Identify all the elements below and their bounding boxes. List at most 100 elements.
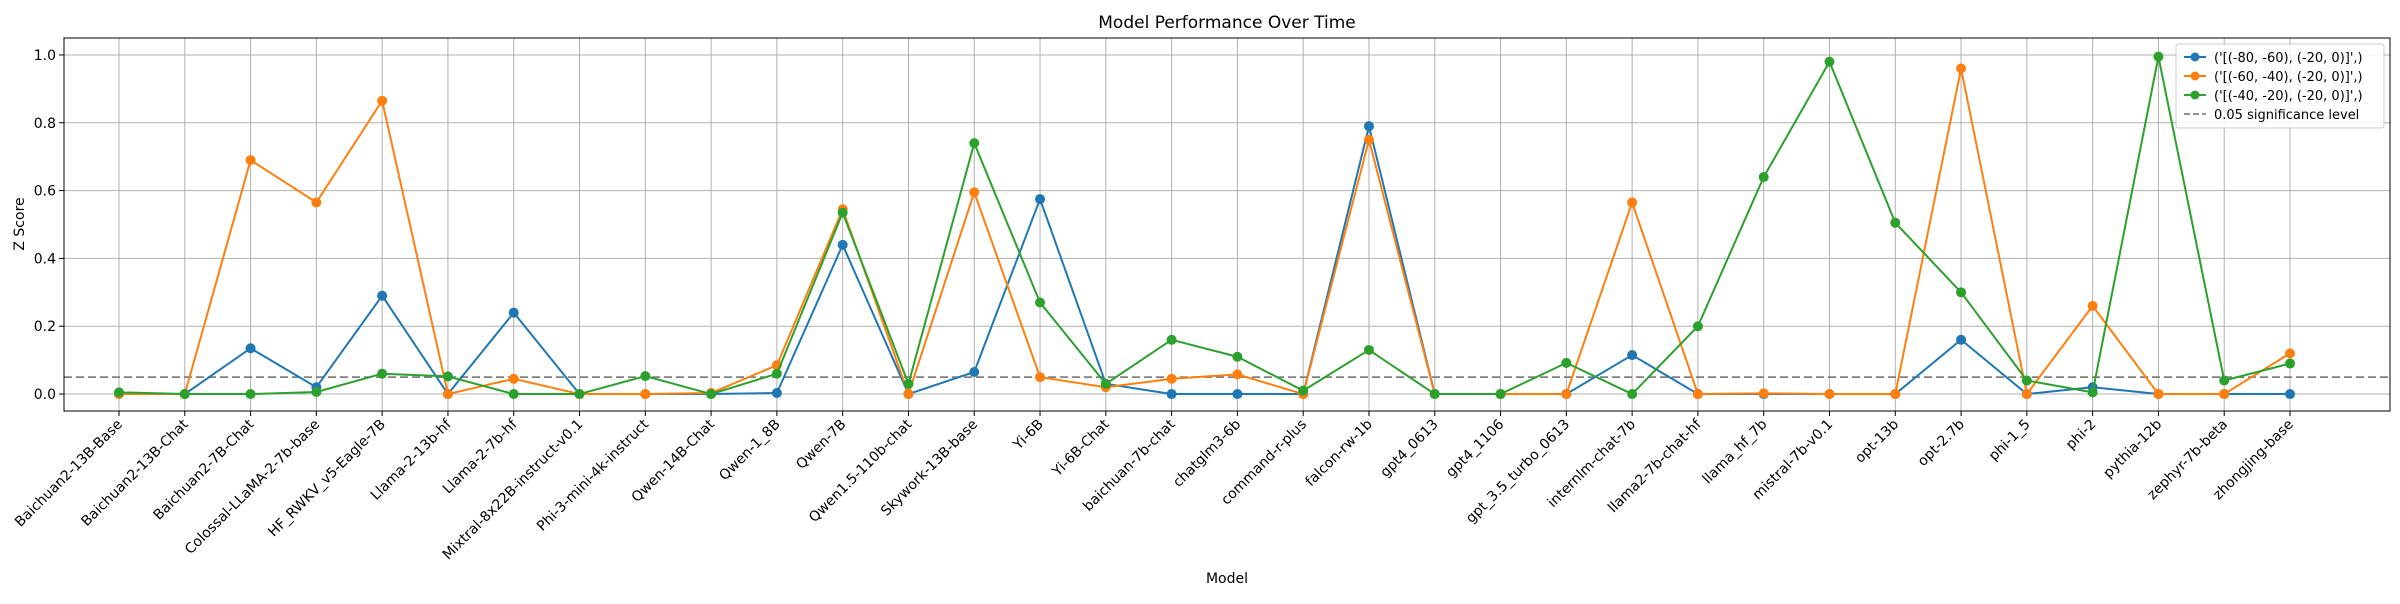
x-tick-label: Yi-6B	[1010, 417, 1047, 454]
x-tick-label: Yi-6B-Chat	[1049, 416, 1113, 480]
data-point	[1166, 334, 1177, 345]
y-axis-label: Z Score	[12, 197, 28, 250]
data-point	[114, 387, 124, 398]
data-point	[2285, 358, 2295, 369]
data-point	[1890, 217, 1901, 228]
data-point	[903, 389, 914, 400]
data-point	[837, 239, 848, 250]
data-point	[2219, 389, 2230, 400]
data-point	[1956, 63, 1967, 74]
legend-label: ('[(-80, -60), (-20, 0)]',)	[2214, 51, 2363, 66]
x-tick-label: falcon-rw-1b	[1303, 416, 1376, 489]
x-tick-label: Baichuan2-13B-Chat	[78, 416, 192, 530]
data-point	[1824, 56, 1835, 67]
data-point	[1035, 372, 1046, 383]
legend-label: ('[(-60, -40), (-20, 0)]',)	[2214, 70, 2363, 85]
data-point	[442, 389, 453, 400]
data-point	[377, 368, 388, 379]
x-axis-label: Model	[1206, 571, 1248, 587]
data-point	[640, 389, 651, 400]
x-axis-ticks: Baichuan2-13B-BaseBaichuan2-13B-ChatBaic…	[12, 411, 2297, 563]
x-tick-label: gpt4_0613	[1377, 417, 1441, 481]
data-point	[1561, 357, 1572, 368]
x-tick-label: phi-2	[2063, 417, 2099, 453]
data-point	[377, 290, 388, 301]
data-point	[2219, 375, 2230, 386]
data-point	[640, 371, 651, 382]
x-tick-label: chatglm3-6b	[1170, 416, 1244, 490]
data-point	[508, 389, 519, 400]
data-point	[1232, 389, 1243, 400]
y-tick-label: 0.4	[34, 251, 56, 267]
y-axis-ticks: 0.0 0.2 0.4 0.6 0.8 1.0	[34, 48, 64, 403]
data-point	[969, 138, 980, 149]
data-point	[1627, 389, 1638, 400]
series-layer	[114, 51, 2295, 400]
data-point	[1758, 172, 1769, 183]
data-point	[1627, 197, 1638, 208]
series-line	[119, 125, 2290, 396]
y-tick-label: 0.0	[34, 387, 56, 403]
legend: ('[(-80, -60), (-20, 0)]',) ('[(-60, -40)…	[2175, 43, 2385, 129]
legend-marker	[2190, 90, 2200, 100]
data-point	[1956, 287, 1967, 298]
data-point	[2285, 348, 2295, 359]
data-point	[969, 187, 980, 198]
data-point	[1561, 389, 1572, 400]
x-tick-label: phi-1_5	[1986, 417, 2034, 465]
data-point	[442, 371, 453, 382]
data-point	[2153, 389, 2164, 400]
data-point	[574, 389, 585, 400]
series-line	[119, 67, 2291, 396]
data-point	[1232, 351, 1243, 362]
y-tick-label: 0.8	[34, 116, 56, 132]
data-point	[771, 388, 782, 399]
x-tick-label: Mixtral-8x22B-instruct-v0.1	[440, 417, 587, 564]
data-point	[377, 95, 388, 106]
legend-marker	[2190, 71, 2200, 81]
x-tick-label: Qwen-7B	[793, 417, 849, 473]
x-tick-label: llama_hf_7b	[1700, 416, 1771, 487]
series-line	[118, 55, 2291, 396]
x-tick-label: pythia-12b	[2100, 416, 2165, 481]
legend-label: 0.05 significance level	[2214, 108, 2359, 123]
x-tick-label: gpt4_1106	[1443, 416, 1507, 480]
data-point	[1429, 389, 1440, 400]
data-point	[311, 197, 322, 208]
series-3	[114, 51, 2295, 400]
x-tick-label: opt-2.7b	[1915, 416, 1968, 469]
data-point	[837, 207, 848, 218]
data-point	[311, 387, 322, 398]
legend-item: ('[(-60, -40), (-20, 0)]',)	[2184, 70, 2363, 85]
data-point	[2021, 389, 2032, 400]
data-point	[903, 378, 914, 389]
data-point	[508, 373, 519, 384]
data-point	[1956, 334, 1967, 345]
data-point	[2285, 389, 2295, 400]
data-point	[2087, 387, 2098, 398]
chart-title: Model Performance Over Time	[1098, 13, 1355, 33]
legend-item: ('[(-80, -60), (-20, 0)]',)	[2184, 51, 2363, 66]
data-point	[969, 367, 980, 378]
data-point	[1692, 389, 1703, 400]
x-tick-label: Colossal-LLaMA-2-7b-base	[182, 417, 323, 558]
data-point	[1232, 369, 1243, 380]
legend-marker	[2190, 52, 2200, 62]
legend-label: ('[(-40, -20), (-20, 0)]',)	[2214, 89, 2363, 104]
x-tick-label: Qwen-1_8B	[716, 417, 783, 484]
x-tick-label: Phi-3-mini-4k-instruct	[534, 416, 652, 534]
data-point	[508, 307, 519, 318]
data-point	[1692, 321, 1703, 332]
y-tick-label: 0.2	[34, 319, 56, 335]
data-point	[1166, 373, 1177, 384]
data-point	[245, 155, 256, 166]
data-point	[179, 389, 190, 400]
data-point	[1363, 344, 1374, 355]
data-point	[1363, 134, 1374, 145]
legend-item: ('[(-40, -20), (-20, 0)]',)	[2184, 89, 2363, 104]
series-1	[114, 121, 2295, 400]
legend-item: 0.05 significance level	[2184, 108, 2359, 123]
data-point	[1890, 389, 1901, 400]
data-point	[1627, 350, 1638, 361]
